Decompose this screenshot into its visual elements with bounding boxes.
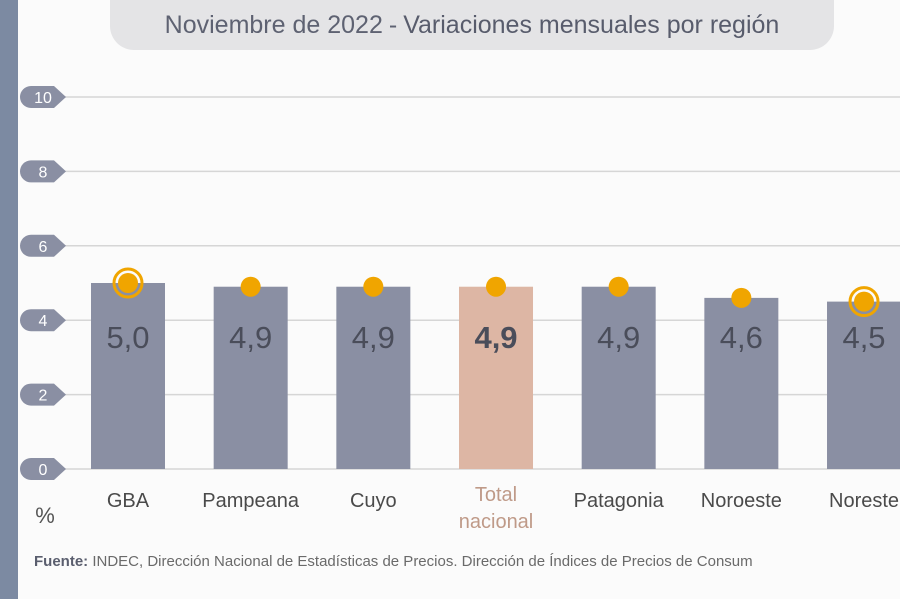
marker-dot [363, 276, 384, 297]
marker-dot [486, 276, 507, 297]
data-label: 4,5 [842, 320, 885, 355]
data-label: 4,9 [597, 320, 640, 355]
x-tick-label: Cuyo [350, 490, 397, 512]
data-label: 4,6 [720, 320, 763, 355]
y-tick-badge [20, 383, 67, 406]
bar-chart: 0 2 4 6 8 10% 5,0 GBA 4,9 Pampeana 4,9 Cuyo 4,9 Total… [20, 86, 900, 533]
data-label: 5,0 [106, 320, 149, 355]
y-tick-label: 10 [34, 90, 52, 107]
marker-dot [731, 287, 752, 308]
x-tick-label: Noreste [829, 490, 899, 512]
bar [336, 286, 411, 469]
source-note: Fuente: INDEC, Dirección Nacional de Est… [34, 553, 900, 570]
bar [213, 286, 288, 469]
marker-dot [240, 276, 261, 297]
x-tick-label: Noroeste [701, 490, 782, 512]
bar [459, 286, 534, 469]
x-tick-label: Total [475, 484, 517, 506]
y-tick-label: 4 [39, 313, 48, 330]
marker-dot [854, 291, 875, 312]
y-tick-badge [20, 234, 66, 257]
source-label: Fuente: [34, 553, 89, 570]
x-tick-label: Patagonia [574, 490, 665, 512]
y-tick-label: 2 [39, 388, 48, 405]
title-separator: - [388, 10, 398, 39]
y-axis-label: % [35, 503, 55, 528]
y-tick-badge [20, 86, 66, 108]
source-text: INDEC, Dirección Nacional de Estadística… [92, 553, 753, 570]
data-label: 4,9 [352, 320, 395, 355]
chart-title: Noviembre de 2022 - Variaciones mensuale… [110, 0, 834, 50]
x-tick-label: GBA [107, 490, 150, 512]
y-tick-label: 0 [39, 462, 48, 479]
marker-dot [608, 276, 629, 297]
y-tick-badge [20, 458, 66, 480]
y-tick-label: 6 [39, 239, 48, 256]
left-side-band [0, 0, 18, 599]
x-tick-label: nacional [459, 511, 534, 533]
title-main: Variaciones mensuales por región [403, 10, 780, 39]
y-tick-badge [20, 160, 67, 183]
marker-ring [848, 286, 880, 318]
bar [827, 301, 900, 469]
marker-dot [118, 273, 138, 293]
title-date: Noviembre de 2022 [164, 10, 383, 39]
x-tick-label: Pampeana [202, 490, 300, 512]
marker-ring [112, 267, 144, 299]
y-tick-label: 8 [39, 164, 48, 181]
y-tick-badge [20, 309, 67, 332]
bar [704, 297, 779, 469]
bar [91, 283, 165, 469]
bar [581, 286, 656, 469]
data-label: 4,9 [229, 320, 272, 355]
data-label: 4,9 [474, 320, 517, 355]
